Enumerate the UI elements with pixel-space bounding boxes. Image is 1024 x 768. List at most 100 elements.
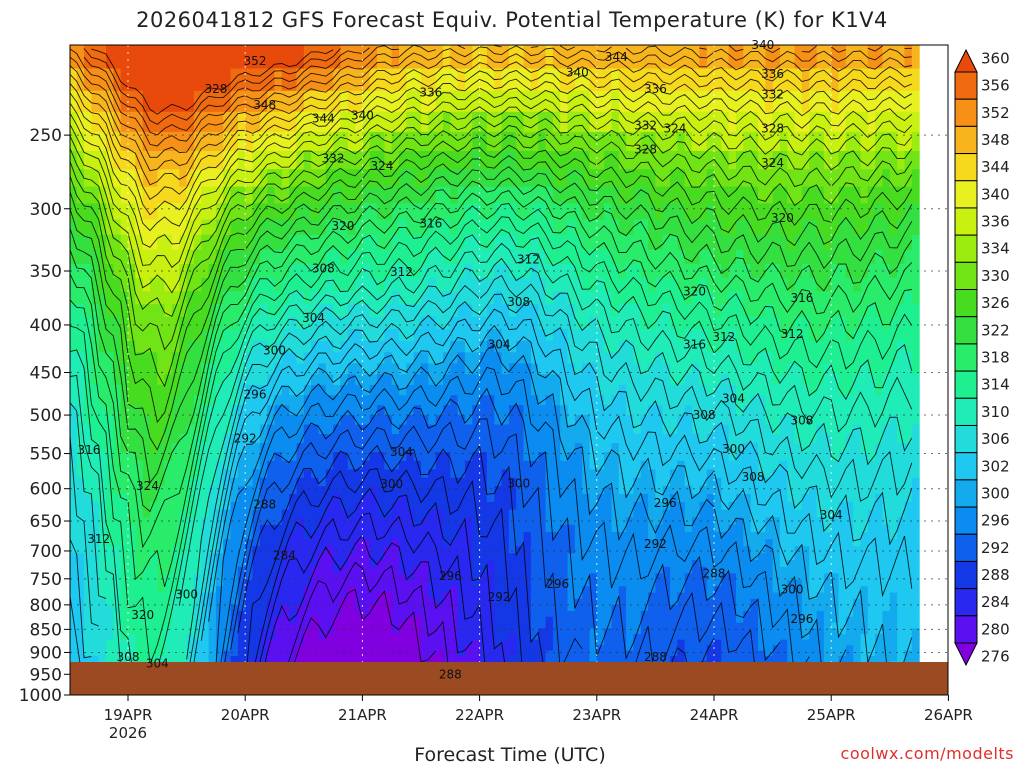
field-cell — [391, 304, 400, 318]
field-cell — [377, 553, 385, 561]
field-cell — [62, 461, 70, 470]
field-cell — [545, 645, 554, 652]
field-cell — [340, 443, 349, 453]
field-cell — [443, 566, 451, 574]
field-cell — [523, 650, 532, 657]
field-cell — [98, 598, 107, 606]
field-cell — [494, 68, 503, 92]
field-cell — [186, 524, 195, 533]
field-cell — [560, 579, 569, 587]
field-cell — [443, 610, 451, 618]
field-cell — [516, 405, 525, 416]
field-cell — [347, 203, 356, 220]
field-cell — [450, 460, 459, 470]
field-cell — [384, 579, 393, 587]
field-cell — [142, 384, 151, 396]
field-cell — [399, 277, 407, 292]
field-cell — [369, 363, 378, 375]
field-cell — [406, 234, 415, 251]
field-cell — [377, 566, 385, 574]
field-cell — [289, 249, 297, 265]
field-cell — [128, 45, 136, 70]
field-cell — [325, 415, 334, 426]
field-cell — [391, 340, 400, 353]
field-cell — [157, 586, 166, 594]
field-cell — [574, 264, 583, 279]
field-cell — [369, 169, 378, 188]
field-cell — [128, 131, 136, 152]
field-cell — [164, 316, 173, 330]
field-cell — [135, 90, 144, 113]
field-cell — [179, 443, 188, 453]
field-cell — [113, 532, 122, 540]
field-cell — [237, 316, 246, 330]
field-cell — [399, 45, 407, 70]
field-cell — [516, 111, 525, 133]
field-cell — [464, 131, 473, 152]
field-cell — [347, 553, 356, 561]
field-cell — [274, 573, 283, 581]
field-cell — [508, 553, 517, 561]
field-cell — [413, 524, 422, 533]
field-cell — [76, 560, 85, 568]
field-cell — [274, 477, 283, 487]
field-cell — [340, 553, 349, 561]
field-cell — [399, 434, 407, 444]
field-cell — [567, 469, 576, 479]
field-cell — [399, 656, 407, 662]
field-cell — [538, 405, 547, 416]
field-cell — [252, 539, 261, 547]
field-cell — [355, 579, 363, 587]
field-cell — [479, 90, 488, 113]
field-cell — [201, 553, 210, 561]
field-cell — [530, 452, 539, 462]
field-cell — [164, 532, 173, 540]
field-cell — [413, 277, 422, 292]
field-cell — [296, 604, 305, 612]
field-cell — [325, 405, 334, 416]
field-cell — [208, 616, 217, 624]
field-cell — [501, 610, 510, 618]
field-cell — [186, 186, 195, 204]
field-cell — [252, 579, 261, 587]
field-cell — [179, 598, 188, 606]
field-cell — [457, 656, 466, 662]
field-cell — [215, 656, 224, 662]
field-cell — [538, 553, 547, 561]
field-cell — [223, 546, 232, 554]
field-cell — [171, 90, 180, 113]
field-cell — [128, 645, 136, 652]
field-cell — [479, 586, 488, 594]
field-cell — [135, 434, 144, 444]
field-cell — [450, 645, 459, 652]
field-cell — [377, 264, 385, 279]
field-cell — [377, 363, 385, 375]
field-cell — [318, 639, 327, 646]
field-cell — [120, 539, 129, 547]
field-cell — [399, 291, 407, 305]
field-cell — [472, 151, 481, 170]
field-cell — [450, 90, 459, 113]
field-cell — [70, 352, 78, 365]
field-cell — [552, 340, 561, 353]
field-cell — [76, 656, 85, 662]
field-cell — [296, 560, 305, 568]
field-cell — [252, 486, 261, 495]
field-cell — [55, 425, 63, 435]
field-cell — [179, 151, 188, 170]
field-cell — [443, 415, 451, 426]
field-cell — [128, 352, 136, 365]
field-cell — [399, 622, 407, 630]
field-cell — [582, 592, 591, 600]
field-cell — [472, 560, 481, 568]
field-cell — [120, 384, 129, 396]
field-cell — [245, 616, 254, 624]
field-cell — [552, 553, 561, 561]
field-cell — [413, 573, 422, 581]
field-cell — [421, 509, 429, 518]
field-cell — [179, 460, 188, 470]
field-cell — [113, 219, 122, 236]
field-cell — [252, 586, 261, 594]
field-cell — [486, 650, 495, 657]
field-cell — [150, 452, 158, 462]
